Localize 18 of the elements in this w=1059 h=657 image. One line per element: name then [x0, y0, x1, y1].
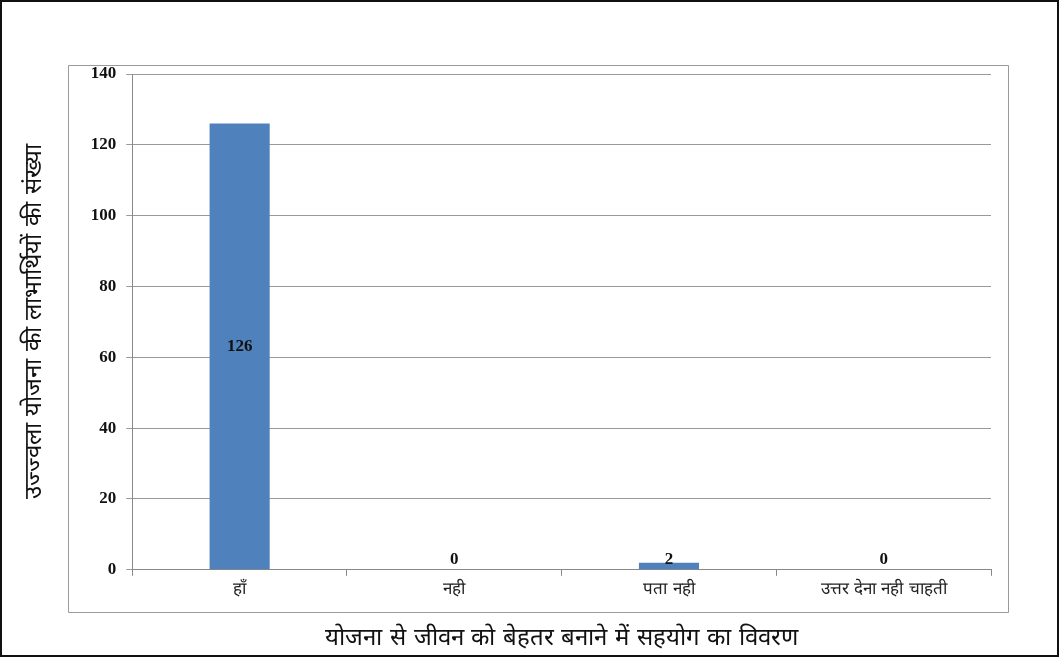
y-tick-label: 100 — [90, 205, 117, 225]
x-tick-label: हाँ — [233, 578, 248, 599]
y-tick-label: 120 — [90, 134, 117, 154]
x-tick-label: पता नही — [643, 578, 696, 599]
data-label: 0 — [450, 549, 459, 569]
data-label: 2 — [664, 548, 674, 568]
y-tick-label: 40 — [99, 417, 117, 437]
y-tick-label: 20 — [99, 488, 117, 508]
y-axis-title: उज्ज्वला योजना की लाभार्थियों की संख्या — [18, 143, 47, 500]
y-tick-label: 60 — [99, 346, 117, 366]
x-tick-label: नही — [443, 578, 467, 599]
y-tick-label: 140 — [90, 63, 117, 83]
data-label: 0 — [879, 549, 888, 569]
y-tick-label: 80 — [99, 275, 117, 295]
data-label: 126 — [226, 335, 253, 355]
y-tick-label: 0 — [107, 559, 117, 579]
x-tick-label: उत्तर देना नही चाहती — [820, 578, 948, 599]
x-axis-title: योजना से जीवन को बेहतर बनाने में सहयोग का विवरण — [325, 622, 799, 651]
